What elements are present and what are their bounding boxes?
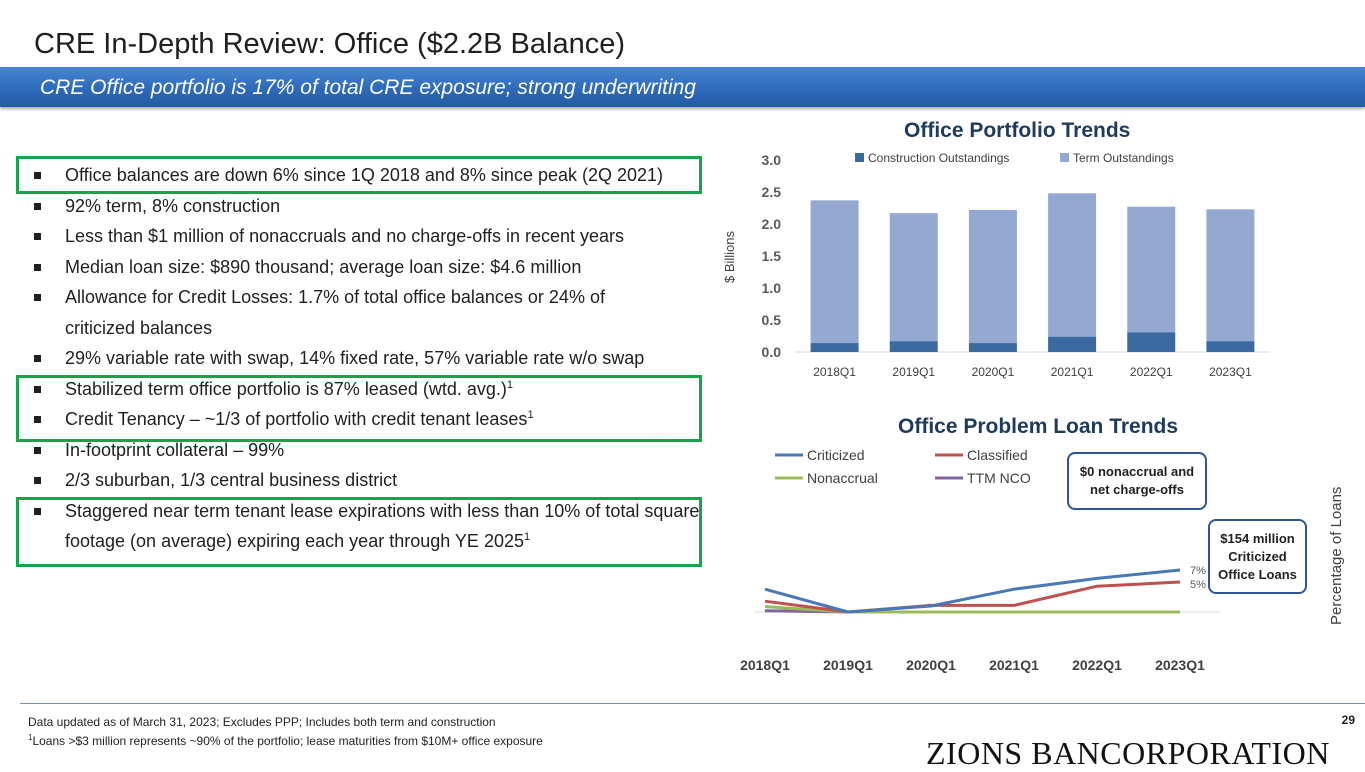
bullet-item: Less than $1 million of nonaccruals and …: [32, 221, 712, 252]
bullet-item: 92% term, 8% construction: [32, 191, 712, 222]
bullet-item: 29% variable rate with swap, 14% fixed r…: [32, 343, 712, 374]
callout-nonaccrual: $0 nonaccrual and net charge-offs: [1067, 452, 1207, 510]
series-line-classified: [764, 580, 1181, 614]
bar-construction-outstandings: [1048, 336, 1097, 352]
legend-label: Criticized: [807, 447, 865, 463]
bullet-item: In-footprint collateral – 99%: [32, 435, 712, 466]
y-tick-label: 0.5: [762, 312, 782, 328]
bar-construction-outstandings: [1127, 332, 1176, 352]
bullet-item: Credit Tenancy – ~1/3 of portfolio with …: [32, 404, 712, 435]
bullet-item: Stabilized term office portfolio is 87% …: [32, 374, 712, 405]
x-tick-label: 2022Q1: [1130, 365, 1173, 379]
page-number: 29: [1341, 713, 1355, 727]
footer-divider: [20, 703, 1365, 704]
y-tick-label: 1.5: [762, 248, 782, 264]
legend-label: Classified: [967, 447, 1028, 463]
y-tick-label: 2.5: [762, 184, 782, 200]
problem-loan-chart-title: Office Problem Loan Trends: [898, 415, 1179, 438]
bar-construction-outstandings: [810, 343, 859, 352]
bar-construction-outstandings: [889, 341, 938, 352]
bullet-item: Median loan size: $890 thousand; average…: [32, 252, 712, 283]
x-tick-label: 2023Q1: [1155, 657, 1205, 673]
bar-construction-outstandings: [1206, 341, 1255, 352]
office-portfolio-bar-chart: 0.0 0.5 1.0 1.5 2.0 2.5 3.0 $ Billions Construct…: [722, 151, 1270, 379]
legend-swatch: [1060, 153, 1069, 162]
callout-criticized: $154 million Criticized Office Loans: [1208, 519, 1307, 594]
bar-term-outstandings: [810, 200, 859, 344]
footnote-loans: 1Loans >$3 million represents ~90% of th…: [28, 733, 543, 748]
bar-construction-outstandings: [968, 343, 1017, 352]
y-tick-label: 3.0: [762, 152, 782, 168]
x-tick-label: 2023Q1: [1209, 365, 1252, 379]
y-tick-label: 0.0: [762, 344, 782, 360]
bar-term-outstandings: [1048, 193, 1097, 337]
highlight-box-leasing: [16, 375, 702, 442]
highlight-box-balances: [16, 156, 702, 194]
bullet-list: Office balances are down 6% since 1Q 201…: [32, 160, 712, 557]
bar-term-outstandings: [1127, 206, 1176, 333]
problem-loan-line-chart: Criticized Classified Nonaccrual TTM NCO 7% 5…: [740, 447, 1220, 673]
bullet-item: 2/3 suburban, 1/3 central business distr…: [32, 465, 712, 496]
end-label-criticized: 7%: [1190, 565, 1206, 577]
legend-label: TTM NCO: [967, 470, 1031, 486]
x-tick-label: 2018Q1: [740, 657, 790, 673]
x-tick-label: 2019Q1: [823, 657, 873, 673]
x-tick-label: 2020Q1: [972, 365, 1015, 379]
y-axis-label: $ Billions: [722, 230, 737, 283]
series-line-criticized: [764, 568, 1181, 614]
highlight-box-expirations: [16, 497, 702, 567]
bar-term-outstandings: [889, 213, 938, 342]
legend-label: Nonaccrual: [807, 470, 878, 486]
bullet-item: Staggered near term tenant lease expirat…: [32, 496, 712, 557]
y-tick-label: 2.0: [762, 216, 782, 232]
bullet-item: Allowance for Credit Losses: 1.7% of tot…: [32, 282, 712, 343]
line-chart-ylabel: Percentage of Loans: [1328, 486, 1345, 625]
bullet-item: Office balances are down 6% since 1Q 201…: [32, 160, 712, 191]
bar-term-outstandings: [968, 209, 1017, 344]
subtitle-banner: CRE Office portfolio is 17% of total CRE…: [0, 67, 1365, 107]
legend-label: Term Outstandings: [1073, 151, 1174, 165]
x-tick-label: 2021Q1: [989, 657, 1039, 673]
x-tick-label: 2019Q1: [892, 365, 935, 379]
legend-label: Construction Outstandings: [868, 151, 1009, 165]
x-tick-label: 2020Q1: [906, 657, 956, 673]
zions-logo: ZIONS BANCORPORATION: [926, 735, 1330, 771]
end-label-classified: 5%: [1190, 579, 1206, 591]
x-tick-label: 2018Q1: [813, 365, 856, 379]
portfolio-chart-title: Office Portfolio Trends: [904, 119, 1131, 142]
y-tick-label: 1.0: [762, 280, 782, 296]
legend-swatch: [855, 153, 864, 162]
footnote-data: Data updated as of March 31, 2023; Exclu…: [28, 715, 496, 729]
bar-term-outstandings: [1206, 209, 1255, 342]
x-tick-label: 2021Q1: [1051, 365, 1094, 379]
subtitle-text: CRE Office portfolio is 17% of total CRE…: [40, 76, 696, 99]
x-tick-label: 2022Q1: [1072, 657, 1122, 673]
page-title: CRE In-Depth Review: Office ($2.2B Balan…: [34, 28, 626, 60]
